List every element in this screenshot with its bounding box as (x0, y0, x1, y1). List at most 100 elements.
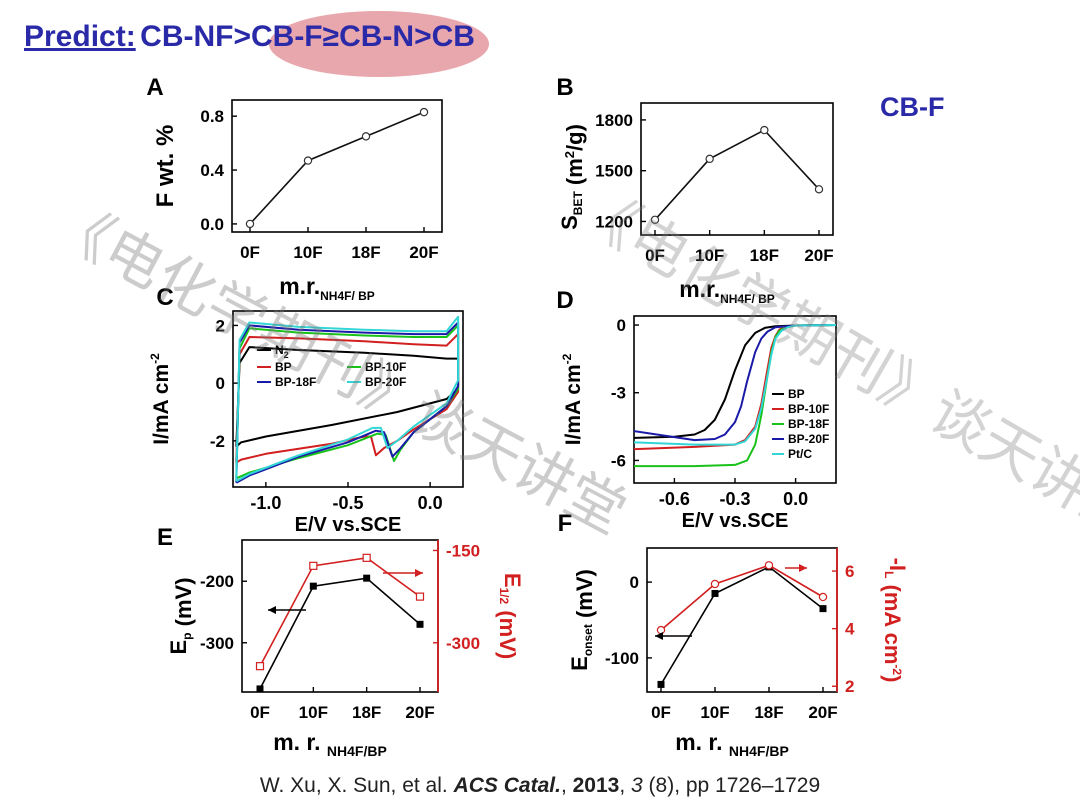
panel-F-y2-tick-label: 2 (845, 677, 854, 696)
panel-B-y-tick-label: 1800 (595, 111, 633, 130)
panel-C-ylabel: I/mA cm-2 (148, 353, 173, 445)
panel-letter-A: A (146, 74, 163, 101)
panel-E-series-ep (259, 577, 421, 690)
panel-E-x-tick-label: 18F (352, 703, 381, 722)
panel-B-x-tick-label: 10F (695, 246, 724, 265)
panel-C-x-tick-label: 0.0 (418, 493, 443, 513)
panel-D-series-pt-c (633, 324, 837, 446)
legend-C-label: BP (275, 360, 292, 374)
panel-E-left-arrow-head (268, 606, 276, 614)
panel-F-ylabel: Eonset (mV) (567, 569, 597, 671)
panel-E-x-tick-label: 10F (299, 703, 328, 722)
panel-B-point (814, 185, 824, 194)
citation: W. Xu, X. Sun, et al. ACS Catal., 2013, … (0, 774, 1080, 798)
page-title: Predict: CB-NF>CB-F≥CB-N>CB (24, 20, 475, 68)
panel-A-x-tick-label: 10F (293, 243, 322, 262)
panel-E-y2-tick-label: -150 (446, 541, 480, 560)
panel-A-y-tick-label: 0.0 (200, 215, 224, 234)
panel-D-x-tick-label: 0.0 (783, 489, 808, 509)
panel-C-series-bp-18f (235, 321, 460, 484)
panel-D-x-tick-label: -0.3 (719, 489, 750, 509)
title-highlight-ellipse (269, 11, 489, 77)
panel-F-y2-tick-label: 6 (845, 562, 854, 581)
panel-E-point (362, 553, 371, 562)
panel-A-x-tick-label: 0F (240, 243, 260, 262)
panel-F-point (819, 605, 827, 613)
legend-D-label: BP-18F (788, 417, 829, 431)
side-label-cbf: CB-F (880, 92, 945, 122)
legend-D-label: Pt/C (788, 447, 812, 461)
panel-F-point (818, 592, 828, 602)
panel-A-xlabel: m.r.NH4F/ BP (279, 273, 375, 303)
panel-D-xlabel: E/V vs.SCE (682, 510, 789, 532)
panel-E-series-e1-2 (259, 556, 421, 667)
panel-B-point (705, 154, 714, 164)
panel-D-y-tick-label: -3 (611, 384, 626, 403)
panel-E-point (415, 592, 425, 601)
panel-A-axes (231, 99, 443, 233)
panel-B-xlabel: m.r.NH4F/ BP (679, 276, 775, 306)
citation-rest: (8), pp 1726–1729 (642, 774, 821, 797)
panel-E-x-tick-label: 0F (250, 703, 270, 722)
panel-A-series-line (249, 111, 425, 225)
panel-D-y-tick-label: 0 (617, 316, 626, 335)
panel-F-series-eonset (660, 565, 824, 685)
panel-A-point (303, 156, 313, 165)
panel-letter-B: B (556, 74, 573, 101)
panel-B-series-line (654, 129, 820, 221)
panel-E-point (256, 685, 264, 693)
panel-E-y-tick-label: -300 (200, 634, 234, 653)
watermark-text: 《电化学期刊》谈天讲堂 (567, 175, 1080, 550)
panel-E-xlabel: m. r. NH4F/BP (273, 729, 387, 759)
panel-A-x-tick-label: 18F (351, 243, 380, 262)
citation-authors: W. Xu, X. Sun, et al. (259, 774, 454, 797)
panel-E-point (309, 582, 317, 590)
panel-F-ylabel-right: -IL (mA cm-2) (880, 558, 910, 683)
legend-D-label: BP (788, 387, 805, 401)
panel-D-series-bp-20f (633, 324, 837, 442)
panel-F-x-tick-label: 18F (754, 703, 783, 722)
citation-journal: ACS Catal. (453, 774, 561, 797)
panel-C-x-tick-label: -1.0 (250, 493, 281, 513)
panel-E-point (309, 561, 318, 570)
panel-letter-F: F (558, 510, 573, 537)
panel-A-ylabel: F wt. % (152, 125, 179, 208)
citation-year: 2013 (572, 774, 620, 797)
panel-E-x-tick-label: 20F (405, 703, 434, 722)
citation-sep: , (560, 774, 573, 797)
panel-A-y-tick-label: 0.4 (200, 161, 224, 180)
panel-F-y-tick-label: -100 (605, 649, 639, 668)
panel-E-right-arrow-head (415, 569, 423, 577)
panel-F-point (710, 579, 720, 589)
panel-A-y-tick-label: 0.8 (200, 107, 224, 126)
panel-E-y2-tick-label: -300 (446, 634, 480, 653)
title-predict-label: Predict: (24, 20, 136, 53)
panel-F-x-tick-label: 10F (700, 703, 729, 722)
panel-C-y-tick-label: 2 (216, 316, 225, 335)
panel-C-x-tick-label: -0.5 (332, 493, 363, 513)
citation-sep: , (619, 774, 631, 797)
panel-F-x-tick-label: 0F (651, 703, 671, 722)
panel-C-series-bp-20f (235, 315, 460, 483)
panel-B-axes (640, 102, 834, 236)
panel-C-y-tick-label: -2 (210, 432, 225, 451)
panel-B-point (650, 215, 660, 224)
panel-C-xlabel: E/V vs.SCE (295, 514, 402, 536)
panel-F-xlabel: m. r. NH4F/BP (675, 729, 789, 759)
panel-E-ylabel-right: E1/2 (mV) (495, 573, 525, 659)
panel-D-y-tick-label: -6 (611, 451, 626, 470)
panel-D-x-tick-label: -0.6 (659, 489, 690, 509)
panel-F-point (657, 680, 665, 688)
citation-volume: 3 (631, 774, 643, 797)
panel-A-point (361, 132, 371, 141)
panel-E-point (363, 574, 371, 582)
panel-E-point (255, 662, 265, 671)
panel-D-ylabel: I/mA cm-2 (560, 353, 585, 445)
legend-C-label: N2 (275, 343, 289, 360)
panel-B-x-tick-label: 20F (804, 246, 833, 265)
panel-F-point (711, 589, 719, 597)
panel-D-series-bp (633, 324, 837, 439)
panel-E-axes (241, 539, 439, 693)
panel-F-series--il (660, 564, 824, 631)
